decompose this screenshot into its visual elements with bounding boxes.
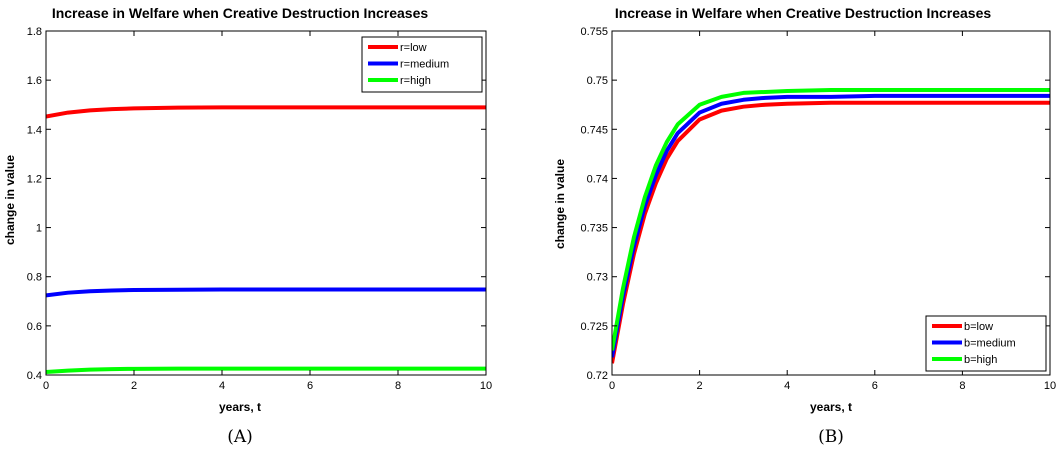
- panel-caption: (A): [227, 427, 253, 447]
- x-tick-label: 10: [1044, 380, 1056, 392]
- y-tick-label: 0.6: [27, 321, 42, 333]
- chart-title: Increase in Welfare when Creative Destru…: [615, 5, 992, 21]
- legend-label: b=low: [964, 321, 993, 333]
- series-line-b=high: [612, 87, 1050, 351]
- y-axis-label: change in value: [553, 159, 567, 249]
- y-tick-label: 1.2: [27, 173, 42, 185]
- y-tick-label: 0.72: [587, 370, 608, 382]
- series-line-r=high: [46, 366, 486, 375]
- series-line-b=medium: [612, 93, 1050, 358]
- y-tick-label: 0.4: [27, 370, 42, 382]
- series-line-r=low: [46, 105, 486, 119]
- y-tick-label: 0.725: [580, 321, 608, 333]
- panel-caption: (B): [818, 427, 844, 447]
- x-tick-label: 4: [784, 380, 790, 392]
- legend: b=low b=medium b=high: [925, 315, 1047, 372]
- x-tick-label: 10: [480, 380, 492, 392]
- x-tick-label: 8: [959, 380, 965, 392]
- y-tick-label: 0.75: [587, 75, 608, 87]
- y-tick-label: 0.755: [580, 26, 608, 38]
- chart-panel-a: Increase in Welfare when Creative Destru…: [3, 5, 492, 447]
- legend-label: r=high: [400, 75, 431, 87]
- y-axis-label: change in value: [3, 155, 17, 245]
- y-tick-label: 0.73: [587, 272, 608, 284]
- x-tick-label: 2: [697, 380, 703, 392]
- chart-title: Increase in Welfare when Creative Destru…: [52, 5, 429, 21]
- y-tick-label: 0.735: [580, 223, 608, 235]
- x-axis-label: years, t: [219, 400, 261, 414]
- legend: r=low r=medium r=high: [361, 36, 483, 93]
- x-tick-label: 0: [609, 380, 615, 392]
- x-tick-label: 4: [219, 380, 225, 392]
- axes-box: [611, 30, 1051, 376]
- legend-label: r=low: [400, 42, 427, 54]
- x-axis-label: years, t: [810, 400, 852, 414]
- legend-label: r=medium: [400, 59, 449, 71]
- y-tick-label: 1.8: [27, 26, 42, 38]
- y-tick-label: 0.745: [580, 124, 608, 136]
- y-tick-label: 0.74: [587, 173, 608, 185]
- legend-label: b=medium: [964, 338, 1016, 350]
- x-tick-label: 0: [43, 380, 49, 392]
- x-tick-label: 2: [131, 380, 137, 392]
- x-tick-label: 6: [307, 380, 313, 392]
- y-tick-label: 1: [36, 223, 42, 235]
- y-tick-label: 1.4: [27, 124, 42, 136]
- x-tick-label: 6: [872, 380, 878, 392]
- legend-label: b=high: [964, 354, 997, 366]
- series-line-b=low: [612, 100, 1050, 364]
- chart-panel-b: Increase in Welfare when Creative Destru…: [553, 5, 1056, 447]
- x-tick-label: 8: [395, 380, 401, 392]
- series-line-r=medium: [46, 287, 486, 298]
- y-tick-label: 0.8: [27, 272, 42, 284]
- axes-box: [45, 30, 487, 376]
- y-tick-label: 1.6: [27, 75, 42, 87]
